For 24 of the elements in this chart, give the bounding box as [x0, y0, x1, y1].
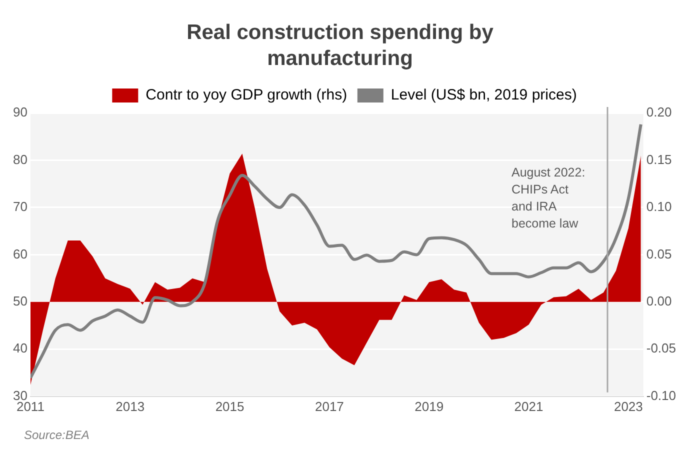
legend-label: Contr to yoy GDP growth (rhs) — [146, 86, 348, 104]
x-tick-label: 2015 — [215, 398, 244, 414]
y-tick-label: 80 — [12, 152, 28, 167]
legend-label: Level (US$ bn, 2019 prices) — [390, 86, 577, 104]
y-tick-label: 70 — [12, 199, 28, 214]
y2-tick-label: -0.05 — [646, 340, 676, 356]
y2-tick-label: -0.10 — [646, 388, 676, 403]
x-tick-label: 2023 — [614, 398, 643, 414]
y-tick-label: 40 — [12, 340, 28, 356]
y-tick-label: 50 — [12, 294, 28, 309]
chart-title: Real construction spending by manufacturing — [186, 20, 494, 72]
ref-line-label: August 2022: CHIPs Act and IRA become law — [511, 165, 586, 230]
x-tick-label: 2017 — [314, 398, 344, 414]
source-note: Source:BEA — [24, 428, 90, 442]
x-tick-label: 2021 — [514, 398, 544, 414]
y-tick-label: 60 — [12, 246, 28, 262]
x-tick-label: 2019 — [414, 398, 444, 414]
y2-tick-label: 0.05 — [646, 246, 672, 262]
x-tick-label: 2013 — [116, 398, 145, 414]
y2-tick-label: 0.15 — [646, 152, 672, 167]
y2-tick-label: 0.20 — [646, 104, 672, 120]
y2-tick-label: 0.10 — [646, 199, 672, 214]
y-tick-label: 90 — [12, 104, 28, 120]
y2-tick-label: 0.00 — [646, 294, 672, 309]
